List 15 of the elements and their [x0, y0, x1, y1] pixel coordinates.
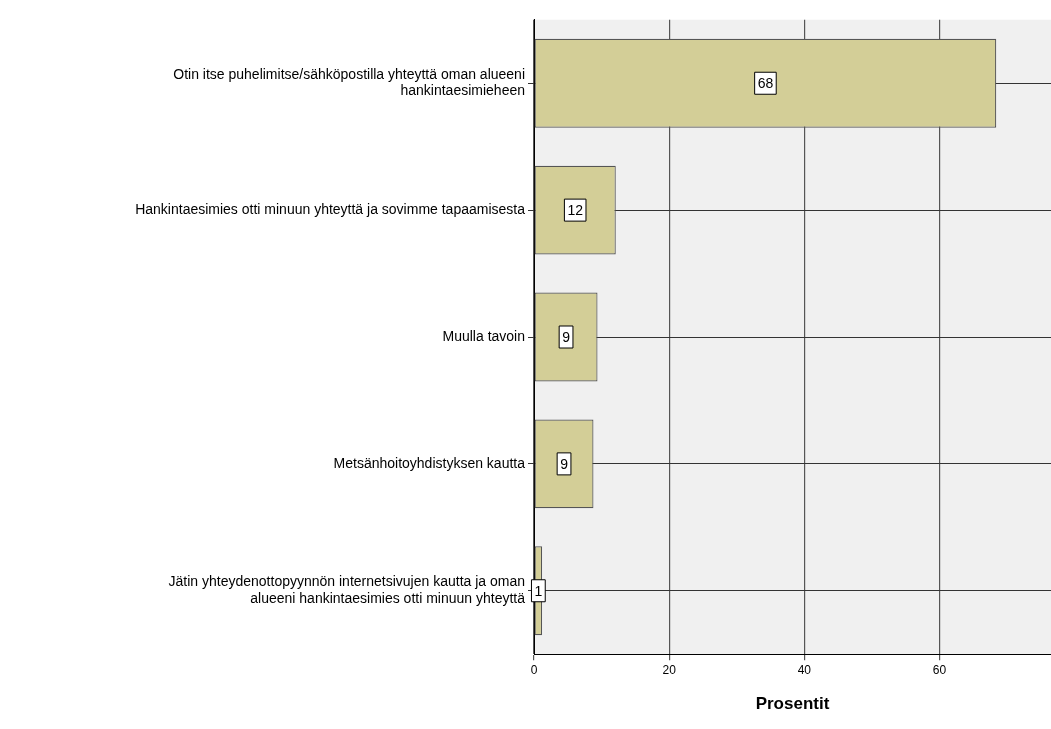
- data-label: 1: [534, 582, 543, 599]
- x-tick-label: 20: [662, 662, 677, 677]
- data-label: 12: [567, 201, 584, 218]
- data-label: 68: [757, 75, 774, 92]
- y-tick-label: Metsänhoitoyhdistyksen kautta: [333, 454, 526, 471]
- y-tick-label: Otin itse puhelimitse/sähköpostilla yhteyttä oman alueeni hankintaesimieheen: [173, 65, 525, 99]
- y-tick-label: Hankintaesimies otti minuun yhteyttä ja sovimme tapaamisesta: [135, 200, 526, 217]
- x-axis-title: Prosentit: [755, 694, 830, 714]
- x-tick-label: 40: [797, 662, 812, 677]
- y-tick-label: Jätin yhteydenottopyynnön internetsivujen kautta ja oman alueeni hankintaesimies otti minuun yhteyttä: [168, 573, 526, 607]
- data-label: 9: [562, 328, 571, 345]
- y-tick-label: Muulla tavoin: [442, 327, 525, 344]
- data-label: 9: [560, 455, 569, 472]
- x-tick-label: 60: [932, 662, 947, 677]
- x-tick-label: 0: [530, 662, 538, 677]
